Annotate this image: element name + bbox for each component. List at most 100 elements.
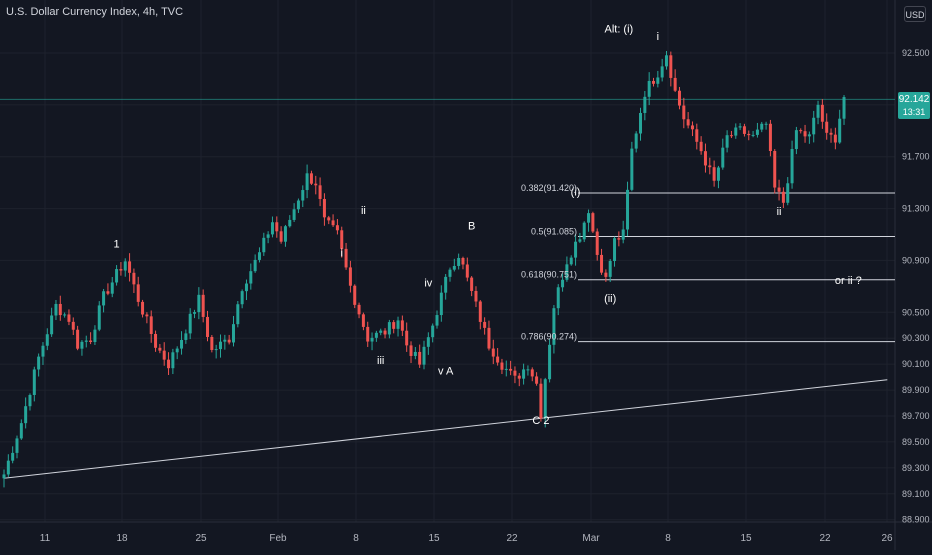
candle-body	[781, 191, 785, 203]
candle-body	[526, 369, 530, 371]
candle-body	[517, 375, 521, 379]
candle-body	[673, 77, 677, 91]
candle-body	[587, 213, 591, 223]
candle-body	[374, 332, 378, 338]
candle-body	[435, 315, 439, 326]
candle-body	[725, 135, 729, 148]
candle-body	[444, 276, 448, 293]
candle-body	[690, 125, 694, 130]
candle-body	[227, 339, 231, 343]
candle-body	[522, 369, 526, 379]
candle-body	[115, 269, 119, 283]
candle-body	[470, 277, 474, 291]
candle-body	[500, 362, 504, 370]
price-tick-label: 90.500	[902, 307, 930, 317]
candle-body	[201, 294, 205, 317]
candle-body	[84, 340, 88, 342]
candle-body	[314, 183, 318, 186]
candle-body	[535, 376, 539, 384]
currency-button[interactable]: USD	[904, 6, 926, 22]
candle-body	[106, 291, 110, 294]
candle-body	[742, 126, 746, 134]
price-tick-label: 92.500	[902, 48, 930, 58]
candle-body	[58, 303, 62, 316]
candle-body	[279, 231, 283, 242]
candle-body	[236, 304, 240, 325]
candle-body	[318, 185, 322, 199]
candle-body	[751, 134, 755, 136]
wave-label: B	[468, 220, 475, 232]
candle-body	[344, 248, 348, 268]
candle-body	[335, 225, 339, 231]
time-tick-label: 15	[428, 533, 440, 544]
candle-body	[764, 123, 768, 125]
candle-body	[630, 148, 634, 190]
candle-body	[80, 341, 84, 349]
candle-body	[167, 359, 171, 369]
candle-body	[123, 261, 127, 271]
candle-body	[755, 129, 759, 135]
last-price: 92.142	[898, 94, 930, 105]
fib-level-label: 0.786(90.274)	[521, 332, 577, 342]
candle-body	[686, 119, 690, 126]
candle-body	[422, 346, 426, 365]
candle-body	[76, 329, 80, 349]
candle-body	[89, 340, 93, 342]
candle-body	[231, 324, 235, 343]
candle-body	[699, 141, 703, 152]
last-price-badge: 92.142 13:31	[898, 92, 930, 119]
chart-title: U.S. Dollar Currency Index, 4h, TVC	[6, 6, 184, 18]
candle-body	[197, 294, 201, 313]
candle-body	[574, 241, 578, 258]
candle-body	[604, 272, 608, 277]
trendline[interactable]	[3, 379, 888, 479]
candle-body	[712, 167, 716, 181]
candle-body	[799, 130, 803, 132]
time-tick-label: 11	[40, 533, 51, 544]
time-tick-label: Mar	[582, 533, 600, 544]
candle-body	[305, 173, 309, 191]
candle-body	[760, 123, 764, 130]
candle-body	[496, 356, 500, 363]
candle-body	[418, 351, 422, 365]
price-tick-label: 89.700	[902, 411, 930, 421]
candle-body	[210, 336, 214, 350]
candle-body	[132, 272, 136, 285]
candle-body	[543, 379, 547, 419]
candle-body	[6, 460, 10, 475]
candle-body	[244, 283, 248, 292]
candle-body	[24, 406, 28, 424]
candle-body	[747, 133, 751, 136]
candle-body	[829, 132, 833, 135]
candle-body	[353, 285, 357, 305]
candle-body	[786, 183, 790, 203]
candle-body	[188, 313, 192, 334]
candle-body	[530, 369, 534, 377]
candle-body	[158, 347, 162, 351]
candle-body	[768, 123, 772, 151]
candle-body	[136, 284, 140, 302]
candle-body	[669, 55, 673, 78]
candle-body	[206, 316, 210, 337]
candle-body	[409, 345, 413, 356]
wave-label: ii	[361, 205, 366, 217]
candle-body	[556, 287, 560, 309]
candle-body	[257, 252, 261, 260]
candle-body	[578, 239, 582, 242]
candle-body	[426, 337, 430, 347]
candle-body	[180, 339, 184, 349]
candle-body	[825, 121, 829, 133]
wave-label: v A	[438, 366, 454, 378]
candle-body	[656, 77, 660, 84]
candle-body	[275, 222, 279, 232]
candle-body	[803, 131, 807, 137]
candle-body	[452, 265, 456, 270]
price-tick-label: 90.100	[902, 359, 930, 369]
wave-label: (ii)	[604, 293, 616, 305]
candle-body	[703, 151, 707, 166]
time-tick-label: 8	[665, 533, 671, 544]
candle-body	[833, 134, 837, 143]
